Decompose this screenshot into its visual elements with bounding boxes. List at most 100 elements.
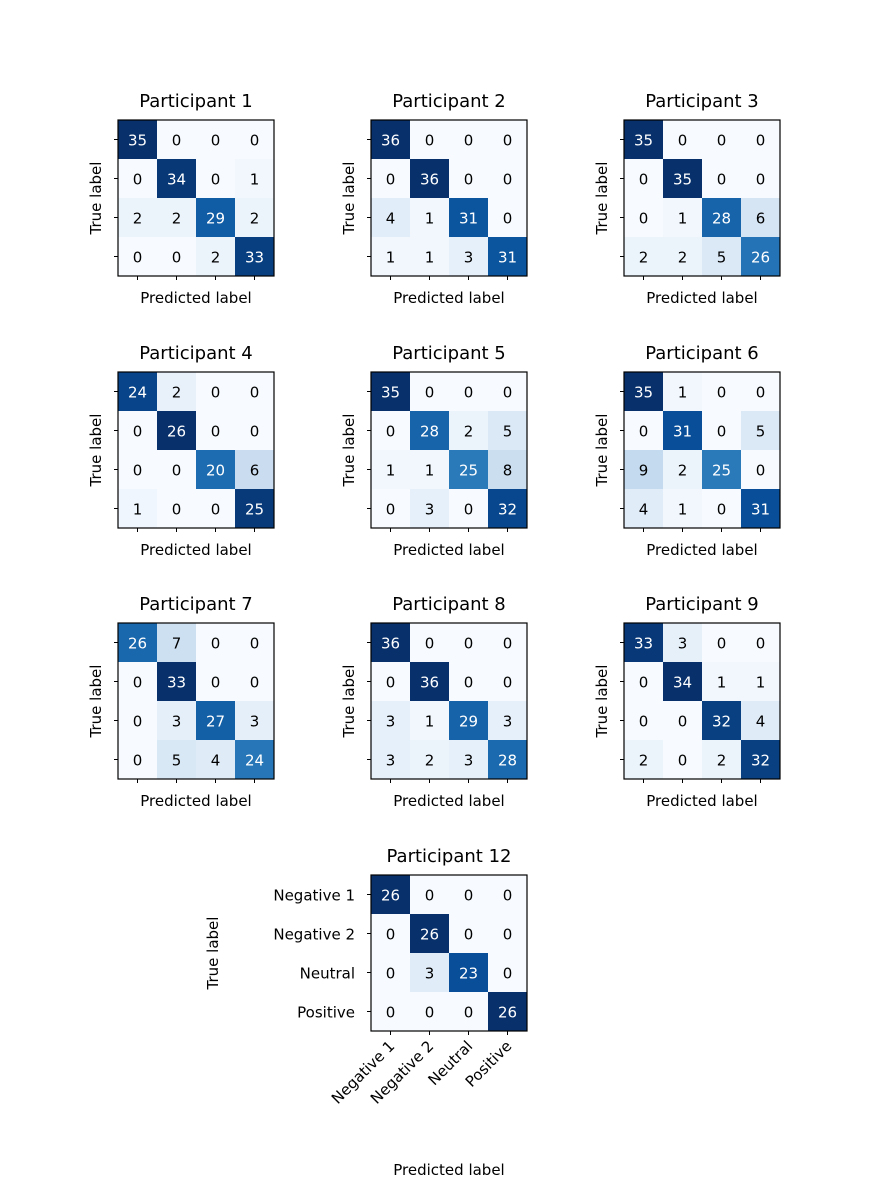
y-tick-label: Positive	[297, 1004, 355, 1022]
panel-title: Participant 1	[139, 91, 253, 112]
heatmap-cell	[449, 992, 488, 1031]
heatmap-cell	[449, 450, 488, 489]
cell-value: 1	[386, 462, 396, 480]
heatmap-cell	[371, 662, 410, 701]
cell-value: 0	[503, 674, 513, 692]
cell-value: 0	[464, 1004, 474, 1022]
cell-value: 0	[211, 674, 221, 692]
y-tick-label: Neutral	[300, 965, 355, 983]
cell-value: 0	[756, 171, 766, 189]
heatmap-cell	[488, 992, 527, 1031]
cell-value: 0	[717, 635, 727, 653]
cell-value: 31	[751, 501, 770, 519]
heatmap-cell	[624, 198, 663, 237]
cell-value: 0	[756, 635, 766, 653]
cell-value: 5	[756, 423, 766, 441]
heatmap-cell	[624, 450, 663, 489]
matrix-frame	[117, 371, 275, 529]
cell-value: 34	[673, 674, 692, 692]
cell-value: 0	[386, 423, 396, 441]
heatmap-cell	[371, 992, 410, 1031]
matrix-frame	[370, 119, 528, 277]
cell-value: 1	[425, 713, 435, 731]
y-tick-label: Negative 1	[273, 887, 355, 905]
heatmap-cell	[741, 198, 780, 237]
cell-value: 1	[756, 674, 766, 692]
matrix-frame	[370, 622, 528, 780]
cell-value: 1	[425, 249, 435, 267]
heatmap-cell	[624, 120, 663, 159]
heatmap-cell	[663, 237, 702, 276]
cell-value: 0	[425, 384, 435, 402]
heatmap-cell	[410, 953, 449, 992]
heatmap-cell	[449, 411, 488, 450]
heatmap-cell	[449, 489, 488, 528]
cell-value: 25	[245, 501, 264, 519]
cell-value: 0	[133, 674, 143, 692]
heatmap-cell	[410, 372, 449, 411]
cell-value: 2	[717, 752, 727, 770]
heatmap-cell	[410, 701, 449, 740]
heatmap-cell	[449, 237, 488, 276]
cell-value: 35	[634, 132, 653, 150]
y-axis-label: True label	[87, 665, 105, 739]
heatmap-cell	[663, 489, 702, 528]
heatmap-cell	[449, 198, 488, 237]
matrix-frame	[117, 622, 275, 780]
heatmap-cell	[410, 875, 449, 914]
x-axis-label: Predicted label	[140, 792, 251, 810]
heatmap-cell	[702, 701, 741, 740]
heatmap-cell	[410, 623, 449, 662]
confusion-matrix-panel: Participant 12 26 0 0 0 0 26 0 0 0 3 23 0 0 0 0 26 Negati…	[204, 846, 528, 1179]
y-axis-label: True label	[87, 414, 105, 488]
cell-value: 0	[211, 384, 221, 402]
heatmap-cell	[663, 623, 702, 662]
heatmap-cell	[663, 450, 702, 489]
cell-value: 32	[498, 501, 517, 519]
heatmap-cell	[196, 411, 235, 450]
cell-value: 29	[206, 210, 225, 228]
cell-value: 26	[498, 1004, 517, 1022]
cell-value: 0	[503, 210, 513, 228]
cell-value: 7	[172, 635, 182, 653]
heatmap-cell	[410, 740, 449, 779]
heatmap-cell	[624, 662, 663, 701]
heatmap-cell	[741, 237, 780, 276]
heatmap-cell	[235, 159, 274, 198]
cell-value: 36	[420, 171, 439, 189]
confusion-matrix-panel: Participant 2 36 0 0 0 0 36 0 0 4 1 31 0 1 1 3 31 Predict…	[340, 91, 528, 307]
cell-value: 24	[128, 384, 147, 402]
heatmap-cell	[371, 953, 410, 992]
cell-value: 29	[459, 713, 478, 731]
cell-value: 0	[503, 132, 513, 150]
cell-value: 0	[133, 713, 143, 731]
heatmap-cell	[741, 411, 780, 450]
heatmap-cell	[488, 953, 527, 992]
heatmap-cell	[488, 740, 527, 779]
heatmap-cell	[488, 120, 527, 159]
heatmap-cell	[118, 701, 157, 740]
cell-value: 26	[381, 887, 400, 905]
confusion-matrix-panel: Participant 535 0 0 00 28 2 51 1 25 80 3 0 32Predict…	[340, 343, 528, 559]
cell-value: 0	[211, 501, 221, 519]
matrix-frame	[117, 119, 275, 277]
heatmap-cell	[702, 159, 741, 198]
heatmap-cell	[235, 372, 274, 411]
cell-value: 35	[128, 132, 147, 150]
x-axis-label: Predicted label	[646, 541, 757, 559]
heatmap-cell	[624, 411, 663, 450]
confusion-matrix-panel: Participant 7 26 7 0 0 0 33 0 0 0 3 27 3 0 5 4 24 Predict…	[87, 594, 275, 810]
cell-value: 2	[678, 249, 688, 267]
heatmap-cell	[235, 701, 274, 740]
cell-value: 6	[756, 210, 766, 228]
cell-value: 0	[464, 384, 474, 402]
cell-value: 33	[167, 674, 186, 692]
cell-value: 0	[133, 462, 143, 480]
cell-value: 1	[678, 501, 688, 519]
heatmap-cell	[118, 372, 157, 411]
heatmap-cell	[663, 701, 702, 740]
heatmap-cell	[196, 623, 235, 662]
cell-value: 1	[133, 501, 143, 519]
heatmap-cell	[371, 875, 410, 914]
confusion-matrix-panel: Participant 933 3 0 00 34 1 10 0 32 42 0 2 32Predict…	[593, 594, 781, 810]
